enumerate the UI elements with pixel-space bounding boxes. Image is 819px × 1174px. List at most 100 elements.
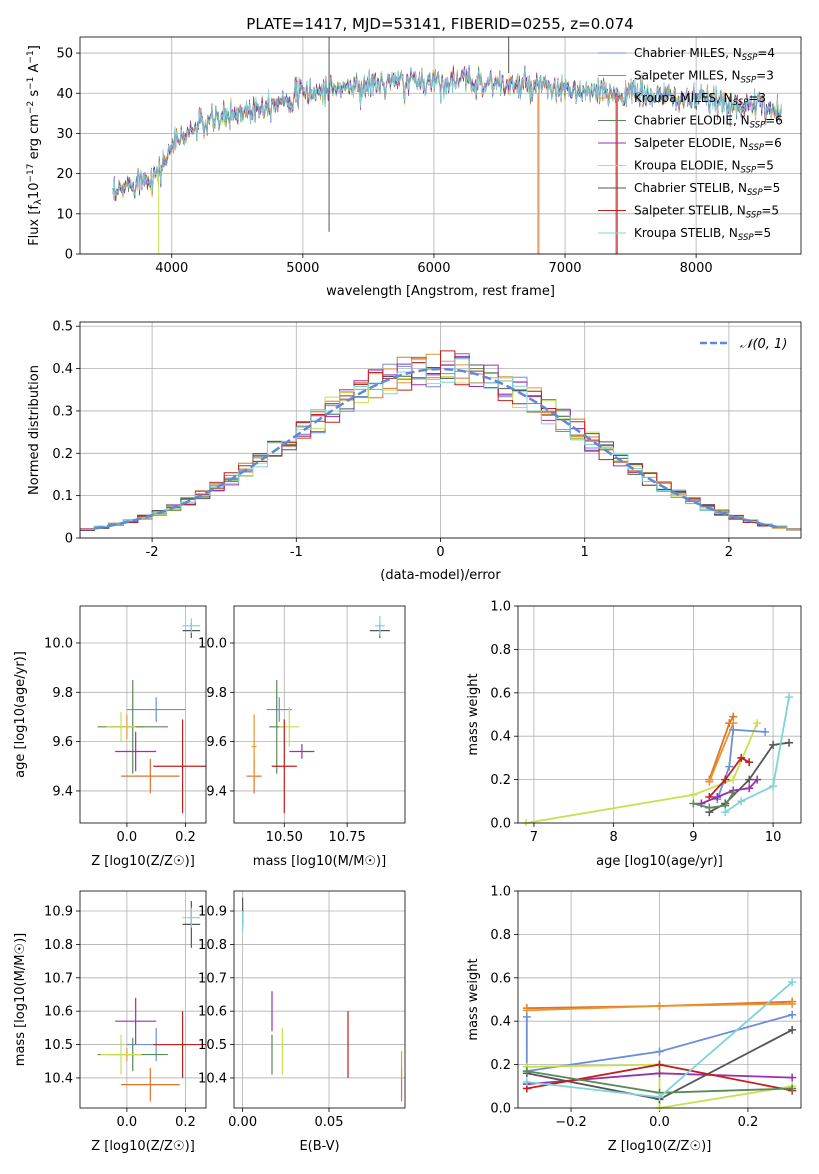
gridlines (80, 606, 206, 823)
errorbar-salpeter-elodie (115, 997, 157, 1045)
x-tick-label: 0.00 (228, 1115, 257, 1130)
data-point (753, 775, 762, 784)
x-tick-label: 9 (689, 830, 697, 845)
data-point (655, 1002, 664, 1011)
data-point (689, 799, 698, 808)
y-tick-label: 9.4 (206, 784, 227, 799)
axes-frame (79, 321, 802, 539)
data-point (769, 782, 778, 791)
errorbar-kroupa-stelib (182, 907, 201, 928)
data-point (729, 788, 738, 797)
y-tick-label: 0.8 (490, 928, 511, 943)
series-line (693, 792, 734, 809)
x-tick-label: -1 (290, 545, 303, 560)
y-tick-label: 10.5 (44, 1038, 73, 1053)
errorbar-chabrier-miles (266, 697, 292, 722)
data-point (713, 792, 722, 801)
y-tick-label: 1.0 (490, 600, 511, 615)
y-tick-label: 9.8 (206, 686, 227, 701)
legend-label: Kroupa MILES, NSSP=3 (634, 91, 766, 108)
axes-frame (79, 890, 207, 1109)
y-tick-label: 0.4 (52, 362, 73, 377)
x-tick-label: 5000 (286, 261, 319, 276)
data-point (721, 808, 730, 817)
x-axis-label: Z [log10(Z/Z☉)] (608, 1139, 712, 1154)
data-point (788, 978, 797, 987)
data-point (705, 803, 714, 812)
y-tick-label: 9.6 (206, 735, 227, 750)
y-tick-label: 9.8 (52, 686, 73, 701)
figure-title: PLATE=1417, MJD=53141, FIBERID=0255, z=0… (246, 15, 633, 33)
errorbar-salpeter-elodie (289, 744, 315, 759)
errorbar-chabrier-miles (126, 697, 186, 722)
data-point (522, 1067, 531, 1076)
spectrum-legend: Chabrier MILES, NSSP=4 Salpeter MILES, NS… (598, 46, 783, 243)
data-point (705, 777, 714, 786)
y-tick-label: 9.6 (52, 735, 73, 750)
errorbar-salpeter-miles (121, 1067, 180, 1102)
y-tick-label: 0.3 (52, 404, 73, 419)
y-tick-label: 0.4 (490, 730, 511, 745)
y-tick-label: 0.2 (52, 447, 73, 462)
mass-vs-ebv-panel: 0.00 0.05 10.4 10.5 10.6 10.7 10.8 10.9 E(B-V) (198, 890, 406, 1154)
errorbar-salpeter-stelib (153, 1011, 206, 1078)
y-tick-label: 10.5 (198, 1038, 227, 1053)
x-tick-label: 1 (581, 545, 589, 560)
data-point (725, 762, 734, 771)
legend-label: Salpeter ELODIE, NSSP=6 (634, 136, 782, 153)
data-point (522, 1077, 531, 1086)
x-tick-label: 0.0 (117, 1115, 138, 1130)
legend-label: Chabrier STELIB, NSSP=5 (634, 181, 780, 198)
errorbar-kroupa-elodie (279, 707, 300, 747)
data-point (785, 693, 794, 702)
series-kroupa-stelib (522, 978, 797, 1102)
y-tick-label: 0 (65, 532, 73, 547)
y-tick-label: 0.2 (490, 1058, 511, 1073)
series-line (526, 1063, 793, 1110)
data-point (788, 1025, 797, 1034)
x-tick-label: 7 (530, 830, 538, 845)
data-point (689, 790, 698, 799)
y-tick-label: 0.5 (52, 320, 73, 335)
y-tick-label: 0.2 (490, 773, 511, 788)
y-tick-label: 0.6 (490, 971, 511, 986)
y-tick-label: 10.7 (44, 971, 73, 986)
axes-frame (517, 890, 802, 1109)
gridlines (518, 605, 801, 824)
x-axis-label: Z [log10(Z/Z☉)] (91, 854, 195, 869)
y-axis-label: age [log10(age/yr)] (13, 651, 28, 778)
y-tick-label: 10.9 (198, 905, 227, 920)
y-tick-label: 10.6 (198, 1005, 227, 1020)
age-vs-mass-panel: 10.50 10.75 9.4 9.6 9.8 10.0 mass [log10(M/M☉)… (198, 605, 406, 869)
spectrum-lines (112, 37, 782, 254)
axes-frame (517, 605, 802, 824)
y-tick-label: 1.0 (490, 885, 511, 900)
x-axis-label: Z [log10(Z/Z☉)] (91, 1139, 195, 1154)
x-axis-label: age [log10(age/yr)] (596, 854, 723, 869)
errorbar-kroupa-elodie (106, 712, 136, 742)
series-kroupa-stelib (721, 693, 794, 817)
data-point (788, 1073, 797, 1082)
y-tick-label: 0.6 (490, 686, 511, 701)
x-tick-label: 0.2 (175, 830, 196, 845)
legend-label: 𝒩(0, 1) (740, 337, 787, 352)
errorbar-kroupa-stelib (182, 618, 201, 634)
series-chabrier-elodie (689, 788, 738, 812)
x-tick-label: 0.2 (738, 1115, 759, 1130)
series-chabrier-elodie (522, 1067, 797, 1097)
data-point (522, 1012, 531, 1021)
series-line (525, 722, 759, 824)
x-tick-label: 7000 (548, 261, 581, 276)
data-point (737, 797, 746, 806)
data-point (769, 740, 778, 749)
y-tick-label: 10.8 (44, 938, 73, 953)
axes-frame (79, 605, 207, 824)
residuals-panel: -2 -1 0 1 2 0 0.1 0.2 0.3 0.4 0.5 (data-model)/erro… (27, 320, 802, 583)
legend-label: Chabrier MILES, NSSP=4 (634, 46, 775, 63)
legend-label: Salpeter MILES, NSSP=3 (634, 69, 774, 86)
gaussian-curve (94, 367, 782, 530)
y-axis-label: mass [log10(M/M☉)] (13, 933, 28, 1066)
x-tick-label: 2 (725, 545, 733, 560)
legend-label: Kroupa STELIB, NSSP=5 (634, 226, 771, 243)
